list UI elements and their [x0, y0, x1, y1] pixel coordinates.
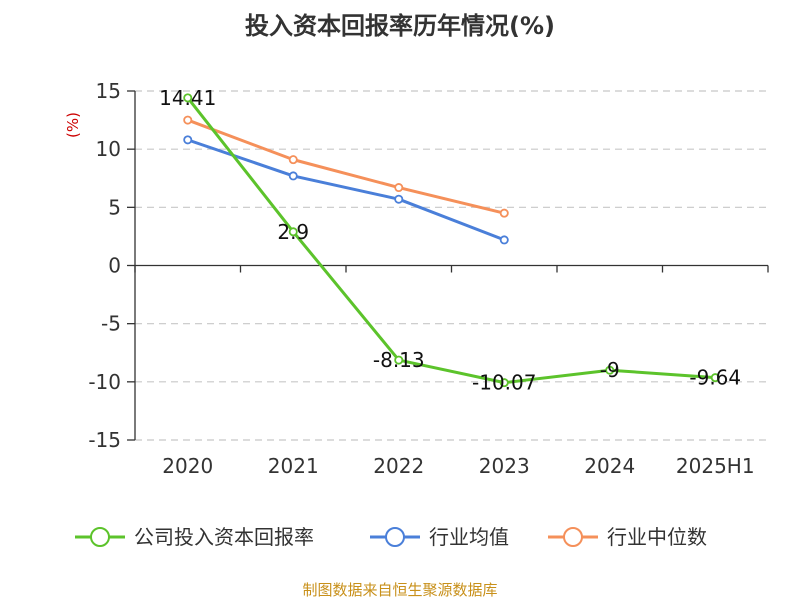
series-line [187, 138, 505, 242]
data-label: -8.13 [373, 348, 425, 372]
x-tick-label: 2021 [268, 454, 319, 478]
data-point [183, 115, 193, 125]
y-tick-label: -10 [88, 370, 121, 394]
legend-marker [90, 527, 110, 547]
x-tick-label: 2022 [373, 454, 424, 478]
x-tick-label: 2025H1 [676, 454, 755, 478]
legend-item: 行业中位数 [548, 525, 707, 549]
data-point [288, 171, 298, 181]
data-point [499, 235, 509, 245]
series-line [187, 118, 505, 215]
series-2 [183, 135, 509, 245]
legend-label: 行业均值 [429, 525, 509, 549]
y-tick-label: -15 [88, 428, 121, 452]
x-tick-label: 2023 [479, 454, 530, 478]
series-1 [183, 93, 720, 388]
source-note: 制图数据来自恒生聚源数据库 [302, 581, 497, 599]
legend-item: 公司投入资本回报率 [75, 525, 314, 549]
data-point [183, 135, 193, 145]
y-tick-label: -5 [101, 312, 121, 336]
data-labels: 14.41 2.9 -8.13 -10.07 -9 -9.64 [159, 86, 741, 395]
data-point [394, 355, 404, 365]
data-point [605, 365, 615, 375]
x-tick-label: 2024 [584, 454, 635, 478]
data-label: -9 [600, 358, 620, 382]
legend-label: 行业中位数 [607, 525, 707, 549]
y-tick-label: 5 [108, 195, 121, 219]
chart-title: 投入资本回报率历年情况(%) [245, 12, 555, 40]
y-tick-label: 15 [96, 79, 121, 103]
data-point [499, 208, 509, 218]
series-3 [183, 115, 509, 218]
data-point [710, 373, 720, 383]
data-point [394, 194, 404, 204]
x-tick-label: 2020 [162, 454, 213, 478]
legend-marker [385, 527, 405, 547]
y-tick-label: 0 [108, 254, 121, 278]
legend-label: 公司投入资本回报率 [134, 525, 314, 549]
data-point [499, 378, 509, 388]
series [183, 93, 720, 388]
axes: 15 10 5 0 -5 -10 -15 2020 2021 2022 2023 2024 2025H1 [88, 79, 769, 478]
y-axis-label: (%) [64, 112, 82, 138]
data-label: 14.41 [159, 86, 216, 110]
legend-item: 行业均值 [370, 525, 509, 549]
legend-marker [563, 527, 583, 547]
data-label: 2.9 [277, 220, 309, 244]
y-tick-label: 10 [96, 137, 121, 161]
series-line [186, 96, 716, 385]
data-point [394, 183, 404, 193]
data-point [288, 227, 298, 237]
data-point [183, 93, 193, 103]
data-label: -9.64 [689, 366, 741, 390]
grid [135, 90, 768, 441]
data-point [288, 155, 298, 165]
legend: 公司投入资本回报率 行业均值 行业中位数 [75, 525, 707, 549]
data-label: -10.07 [472, 371, 536, 395]
